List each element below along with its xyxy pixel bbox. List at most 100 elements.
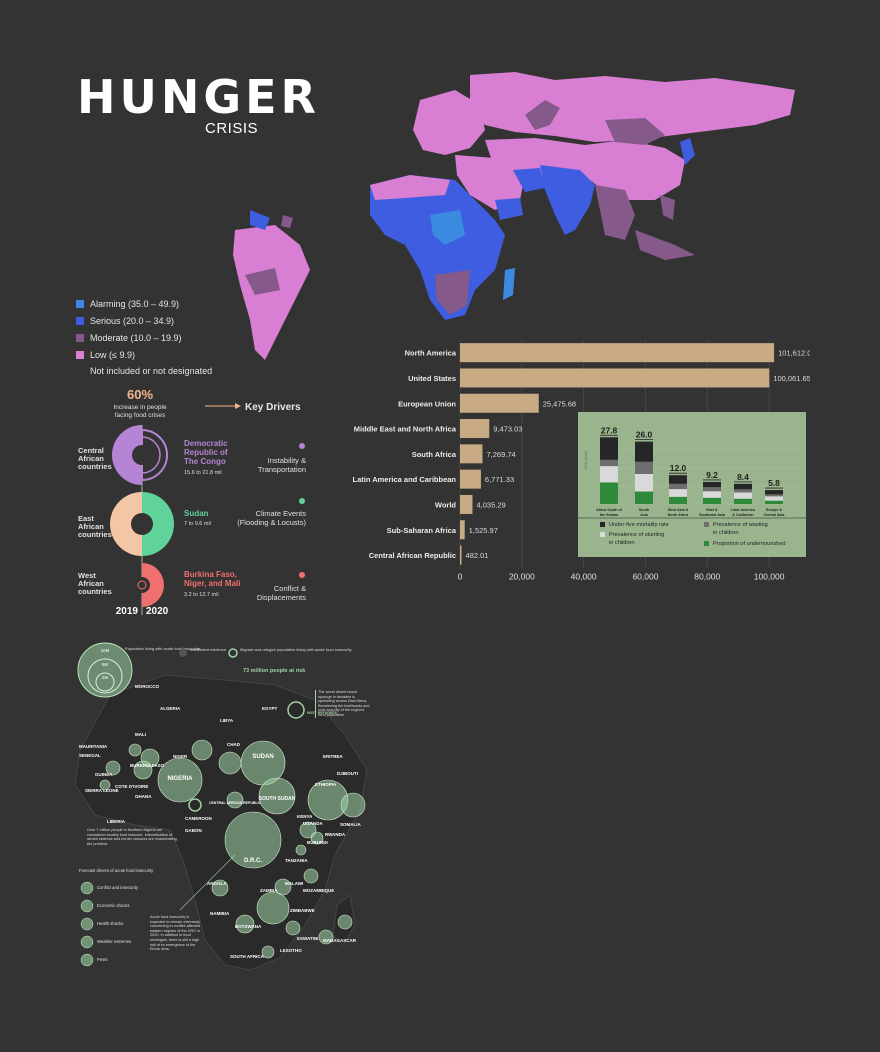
category-label: Central Asia: [764, 513, 786, 517]
legend-label: Alarming (35.0 – 49.9): [90, 299, 180, 309]
legend-label: Under-five mortality rate: [609, 522, 669, 528]
label-mali: MALI: [135, 732, 146, 737]
legend-swatch: [704, 541, 709, 546]
label-burundi: BURUNDI: [307, 840, 328, 845]
driver-weather: Weather extremes: [97, 939, 131, 944]
x-tick-label: 0: [458, 572, 463, 582]
pct-text-2: facing food crises: [115, 412, 166, 419]
circle-2020-central-inner: [141, 436, 161, 474]
value-label: 6,771.33: [485, 475, 514, 484]
map-philippines: [660, 195, 675, 220]
label-uganda: UGANDA: [303, 821, 323, 826]
map-europe: [413, 90, 485, 155]
x-tick-label: 40,000: [571, 572, 597, 582]
category-label: European Union: [398, 399, 456, 408]
category-label: East &: [706, 508, 718, 512]
map-india: [540, 165, 595, 235]
bubble-eswatini: [318, 929, 334, 945]
stack-segment: [734, 492, 752, 499]
circle-2020-central: [141, 428, 168, 482]
stack-segment: [703, 497, 721, 504]
bubble-mali: [128, 743, 142, 757]
africa-headline: 73 million people at risk: [243, 668, 306, 674]
category-label: Southeast Asia: [699, 513, 726, 517]
year-2020: 2020: [146, 606, 169, 617]
map-madagascar: [503, 268, 515, 300]
bubble-guinea: [105, 760, 121, 776]
bar: [460, 419, 490, 439]
bar: [460, 343, 775, 363]
driver-economic: Economic shocks: [97, 903, 130, 908]
category-label: West Asia &: [668, 508, 689, 512]
label-angola: ANGOLA: [207, 881, 227, 886]
driver-instability-2: Transportation: [258, 465, 306, 474]
region-central-1: Central: [78, 446, 104, 455]
label-madagascar: MADAGASCAR: [323, 938, 357, 943]
bubble-madagascar: [337, 914, 353, 930]
driver-icon-economic: [80, 899, 94, 913]
label-car: CENTRAL AFRICAN REPUBLIC: [209, 801, 262, 805]
stack-segment: [734, 498, 752, 504]
stack-segment: [765, 500, 783, 504]
key-drivers-infographic: 60% Increase in people facing food crise…: [78, 387, 306, 617]
legend-item-insufficient: Insufficient evidence: [190, 647, 227, 652]
country-sudan: Sudan: [184, 509, 209, 518]
region-central-3: countries: [78, 462, 112, 471]
region-west-2: African: [78, 579, 104, 588]
legend-label: Low (≤ 9.9): [90, 350, 135, 360]
legend-item-alarming: Alarming (35.0 – 49.9): [76, 299, 179, 309]
stack-segment: [669, 489, 687, 497]
circle-2020-east: [142, 492, 174, 556]
legend-item-low: Low (≤ 9.9): [76, 350, 135, 360]
total-label: 9.2: [706, 470, 718, 480]
driver-conflict-1: Conflict &: [274, 584, 306, 593]
note-nigeria: Over 7 million people in Northern Nigeri…: [87, 828, 177, 846]
map-russia: [470, 72, 795, 142]
label-mozambique: MOZAMBIQUE: [303, 888, 334, 893]
circle-center-east: [131, 513, 153, 535]
stack-segment: [635, 491, 653, 504]
total-label: 12.0: [670, 463, 687, 473]
bubble-nigeria: [157, 757, 203, 803]
note-drc-pointer: [179, 854, 236, 911]
map-central-america: [250, 210, 270, 230]
label-botswana: BOTSWANA: [235, 924, 262, 929]
total-label: 8.4: [737, 472, 749, 482]
circle-2019-central: [112, 425, 142, 485]
category-label: & Caribbean: [732, 513, 753, 517]
label-libya: LIBYA: [220, 718, 234, 723]
label-guinea: GUINEA: [95, 772, 113, 777]
x-tick-label: 60,000: [632, 572, 658, 582]
driver-conflict-2: Displacements: [257, 593, 306, 602]
legend-circle-2m: [95, 672, 115, 692]
driver-icon-pests: [80, 953, 94, 967]
label-gabon: GABON: [185, 828, 202, 833]
africa-continent: [75, 674, 368, 971]
range-sahel: 3.2 to 12.7 mil: [184, 592, 219, 598]
arrow-head: [235, 403, 241, 409]
bubble-egypt-migrants: [287, 701, 305, 719]
region-east-3: countries: [78, 530, 112, 539]
region-east-2: African: [78, 522, 104, 531]
note-locust: The worst desert locust upsurge in decad…: [315, 690, 370, 718]
legend-item-pop: Population living with acute food insecu…: [125, 646, 200, 651]
value-label: 4,035.29: [476, 500, 505, 509]
label-malawi: MALAWI: [285, 881, 303, 886]
driver-dot-climate: [299, 498, 305, 504]
category-label: Central African Republic: [369, 551, 456, 560]
total-label: 26.0: [636, 430, 653, 440]
bubble-angola: [211, 879, 229, 897]
stack-segment: [765, 496, 783, 501]
x-tick-label: 80,000: [694, 572, 720, 582]
legend-item-migrant: Migrant and refugee population living wi…: [240, 647, 352, 652]
value-label: 25,475.68: [543, 399, 576, 408]
bar: [460, 520, 465, 540]
map-china: [485, 138, 685, 200]
bar: [460, 368, 770, 388]
category-label: Latin America: [731, 508, 756, 512]
map-yemen: [495, 198, 523, 220]
label-algeria: ALGERIA: [160, 706, 181, 711]
label-chad: CHAD: [227, 742, 241, 747]
stack-segment: [600, 466, 618, 483]
label-sudan: SUDAN: [252, 754, 273, 760]
